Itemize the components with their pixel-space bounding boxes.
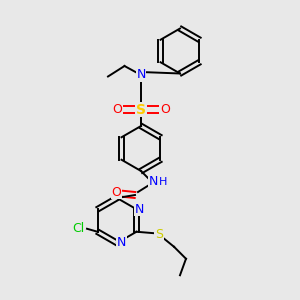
Text: S: S [136,103,146,116]
Text: H: H [159,177,167,188]
Text: O: O [112,103,122,116]
Text: Cl: Cl [72,222,84,235]
Text: N: N [117,236,126,250]
Text: N: N [135,203,144,216]
Text: O: O [112,185,121,199]
Text: S: S [155,228,163,241]
Text: N: N [148,175,158,188]
Text: O: O [160,103,170,116]
Text: N: N [136,68,146,82]
